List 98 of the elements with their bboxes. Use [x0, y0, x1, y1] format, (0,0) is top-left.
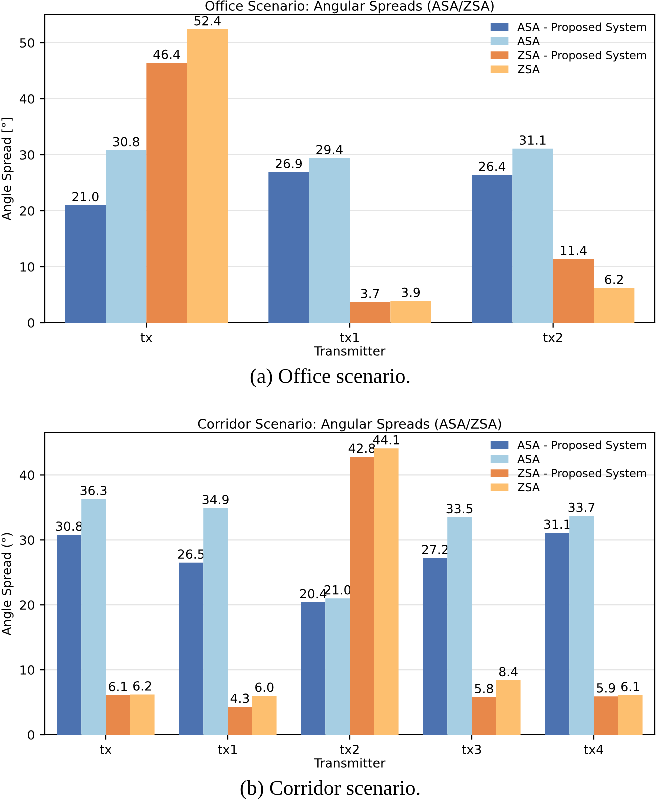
y-tick-label: 20 — [20, 206, 34, 216]
bar — [350, 302, 391, 323]
x-axis-title: Transmitter — [314, 758, 386, 768]
bar — [326, 598, 350, 735]
bar — [472, 697, 496, 735]
bar — [594, 696, 618, 735]
bar — [472, 175, 513, 323]
data-label: 30.8 — [56, 522, 82, 532]
data-label: 27.2 — [422, 545, 448, 554]
y-tick-label: 10 — [20, 666, 34, 675]
bar — [106, 150, 147, 323]
data-label: 5.9 — [597, 683, 616, 693]
bar — [448, 517, 472, 735]
y-tick-label: 20 — [20, 600, 34, 610]
y-axis-title: Angle Spread (°) — [2, 533, 14, 636]
data-label: 33.5 — [446, 504, 473, 514]
y-tick-label: 0 — [28, 730, 34, 740]
bar — [496, 680, 521, 735]
x-tick-label: tx4 — [584, 745, 604, 754]
data-label: 26.9 — [276, 159, 302, 169]
bar — [65, 205, 106, 323]
bar — [106, 695, 130, 735]
text: (a) Office scenario. — [250, 368, 410, 388]
data-label: 44.1 — [373, 435, 400, 445]
x-tick-label: tx1 — [340, 333, 359, 342]
bar — [146, 63, 188, 323]
legend-label: ZSA - Proposed System — [518, 468, 646, 480]
data-label: 33.7 — [568, 502, 595, 512]
y-tick-label: 30 — [20, 150, 34, 160]
bar — [82, 499, 106, 735]
chart-title: Office Scenario: Angular Spreads (ASA/ZSA) — [206, 0, 494, 14]
data-label: 31.1 — [520, 136, 546, 146]
bar — [350, 457, 374, 735]
data-label: 11.4 — [561, 246, 587, 256]
data-label: 8.4 — [500, 667, 518, 677]
bar — [618, 695, 643, 735]
data-label: 21.0 — [72, 192, 99, 202]
x-tick-label: tx — [140, 333, 152, 342]
legend-label: ASA - Proposed System — [518, 440, 646, 452]
legend-label: ZSA — [518, 65, 540, 74]
y-tick-label: 50 — [20, 38, 34, 48]
bar — [179, 562, 204, 735]
bar — [553, 259, 594, 323]
data-label: 6.1 — [622, 682, 640, 692]
data-label: 3.7 — [361, 289, 380, 298]
legend-label: ASA - Proposed System — [518, 22, 646, 34]
bar — [570, 516, 594, 735]
bar — [309, 158, 350, 323]
data-label: 3.9 — [402, 288, 420, 298]
data-label: 31.1 — [544, 520, 570, 530]
y-tick-label: 0 — [28, 318, 34, 328]
bar — [390, 301, 432, 323]
bar — [594, 288, 635, 323]
chart-title: Corridor Scenario: Angular Spreads (ASA/ZSA) — [198, 418, 502, 432]
text: (b) Corridor scenario. — [240, 780, 420, 800]
data-label: 6.2 — [134, 681, 152, 691]
data-label: 46.4 — [154, 50, 180, 60]
bar — [204, 508, 228, 735]
x-tick-label: tx2 — [340, 744, 359, 754]
bar — [374, 448, 399, 735]
bar — [252, 696, 277, 735]
bar — [57, 534, 82, 735]
legend-label: ASA — [518, 37, 540, 46]
data-label: 29.4 — [316, 145, 343, 155]
bar — [187, 30, 228, 323]
legend-label: ZSA — [518, 483, 540, 492]
y-tick-label: 30 — [20, 536, 34, 546]
bar — [268, 172, 310, 323]
data-label: 26.4 — [479, 162, 506, 172]
bar — [301, 602, 326, 735]
x-tick-label: tx2 — [544, 332, 562, 342]
data-label: 52.4 — [194, 16, 221, 26]
legend-label: ZSA - Proposed System — [518, 50, 646, 62]
data-label: 30.8 — [113, 137, 140, 147]
y-tick-label: 40 — [20, 94, 34, 104]
data-label: 34.9 — [202, 495, 229, 505]
x-tick-label: tx — [100, 745, 112, 754]
bar — [423, 558, 448, 735]
data-label: 6.0 — [256, 682, 274, 692]
x-axis-title: Transmitter — [314, 346, 386, 356]
data-label: 5.8 — [475, 684, 494, 694]
data-label: 20.4 — [300, 589, 327, 599]
data-label: 6.1 — [109, 682, 127, 692]
bar — [130, 694, 155, 735]
bar — [512, 148, 554, 323]
y-tick-label: 40 — [20, 470, 34, 480]
bar — [545, 533, 570, 735]
data-label: 4.3 — [230, 694, 250, 704]
y-axis-title: Angle Spread [°] — [2, 118, 14, 221]
legend-label: ASA — [518, 455, 540, 464]
data-label: 42.8 — [348, 444, 376, 454]
bar — [228, 707, 252, 735]
x-tick-label: tx3 — [462, 744, 482, 754]
data-label: 36.3 — [80, 486, 107, 496]
y-tick-label: 10 — [20, 262, 34, 272]
x-tick-label: tx1 — [218, 745, 237, 754]
data-label: 26.5 — [178, 550, 204, 560]
data-label: 6.2 — [605, 275, 624, 284]
